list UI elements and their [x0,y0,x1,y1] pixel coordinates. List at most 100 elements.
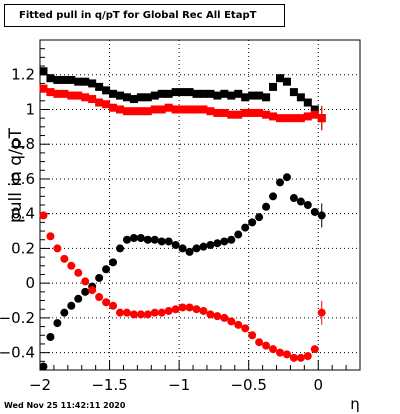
data-point-circle [296,353,305,362]
data-point-square [88,95,97,104]
data-markers [39,67,326,371]
data-point-circle [206,310,215,319]
data-point-circle [276,178,284,187]
data-point-circle [46,333,55,341]
x-ticks: −2 −1.5 −1 −0.5 0 [29,360,361,394]
data-point-square [192,89,201,98]
data-point-square [248,91,257,100]
grid-lines [40,40,360,370]
data-point-circle [171,305,180,314]
data-point-square [171,105,180,114]
data-point-square [276,114,284,123]
data-point-square [241,108,250,117]
data-point-circle [67,261,76,270]
data-point-circle [269,192,278,201]
data-point-circle [88,286,97,295]
data-point-circle [164,237,173,246]
data-point-square [289,114,298,123]
data-point-square [296,93,305,102]
data-point-square [116,105,124,114]
data-point-circle [122,308,131,317]
data-point-square [109,89,118,98]
data-point-square [157,105,166,114]
plot-frame [39,39,361,371]
data-point-square [248,108,257,117]
data-point-circle [60,254,69,263]
data-point-square [234,110,243,119]
data-point-circle [310,207,319,216]
y-tick-label: 0 [25,274,35,292]
data-point-circle [109,258,118,267]
data-point-square [74,91,83,100]
data-point-circle [178,303,187,312]
data-point-circle [53,319,62,328]
data-point-square [164,89,173,98]
data-point-square [303,98,312,107]
data-point-square [122,93,131,102]
data-point-circle [262,202,271,211]
data-point-circle [129,310,138,319]
y-axis-label: pull in q/pT [6,127,26,223]
data-point-circle [102,265,111,274]
data-point-circle [178,244,187,253]
data-point-square [234,89,243,98]
data-point-square [150,105,159,114]
data-point-circle [289,194,298,203]
data-point-square [213,108,222,117]
data-point-circle [206,240,215,249]
data-point-circle [269,345,278,354]
x-tick-label: −1 [168,376,190,394]
data-point-circle [199,306,208,315]
data-point-square [129,107,138,116]
data-point-circle [60,308,69,317]
data-point-square [39,84,48,93]
data-point-square [262,93,271,102]
data-point-square [296,114,305,123]
data-point-square [227,91,236,100]
data-point-square [81,93,90,102]
data-point-circle [213,239,222,248]
data-point-circle [143,235,152,244]
data-point-circle [171,240,180,249]
data-point-square [143,107,152,116]
data-point-circle [136,310,145,319]
timestamp: Wed Nov 25 11:42:11 2020 [4,401,126,410]
data-point-circle [95,293,104,302]
data-point-circle [157,237,166,246]
data-point-circle [303,352,312,361]
data-point-square [102,100,111,109]
y-tick-label: −0.2 [0,309,35,327]
data-point-square [185,88,194,97]
data-point-circle [150,235,159,244]
data-point-square [67,91,76,100]
data-point-circle [234,230,243,239]
data-point-circle [241,324,250,333]
data-point-square [157,89,166,98]
data-point-circle [74,268,83,277]
data-point-square [53,89,62,98]
y-tick-label: 0.6 [11,170,35,188]
data-point-square [310,110,319,119]
data-point-square [46,74,55,83]
data-point-square [136,93,145,102]
data-point-square [276,74,284,83]
data-point-square [60,75,69,84]
data-point-square [122,107,131,116]
data-point-square [282,77,291,86]
data-point-square [88,79,97,88]
data-point-square [109,103,118,112]
data-point-circle [67,301,76,310]
x-tick-label: 0 [313,376,323,394]
data-point-circle [227,235,236,244]
data-point-circle [310,345,319,354]
data-point-circle [220,313,229,322]
data-point-square [81,77,90,86]
y-tick-label: −0.4 [0,344,35,362]
data-point-circle [39,211,48,220]
data-point-circle [46,232,55,241]
data-point-circle [109,301,118,310]
chart-title: Fitted pull in q/pT for Global Rec All E… [4,4,285,27]
data-point-circle [255,213,264,222]
data-point-circle [185,247,194,256]
